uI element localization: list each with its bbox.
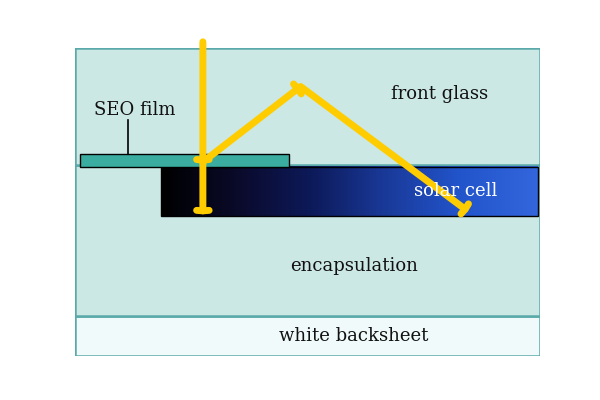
- Bar: [75, 48, 540, 165]
- Text: encapsulation: encapsulation: [290, 257, 418, 275]
- Text: front glass: front glass: [391, 85, 488, 103]
- Text: solar cell: solar cell: [415, 182, 498, 200]
- Text: white backsheet: white backsheet: [280, 327, 428, 345]
- Text: SEO film: SEO film: [94, 101, 175, 119]
- Bar: [161, 166, 538, 216]
- Bar: [80, 154, 289, 166]
- Bar: [75, 316, 540, 356]
- Bar: [75, 165, 540, 316]
